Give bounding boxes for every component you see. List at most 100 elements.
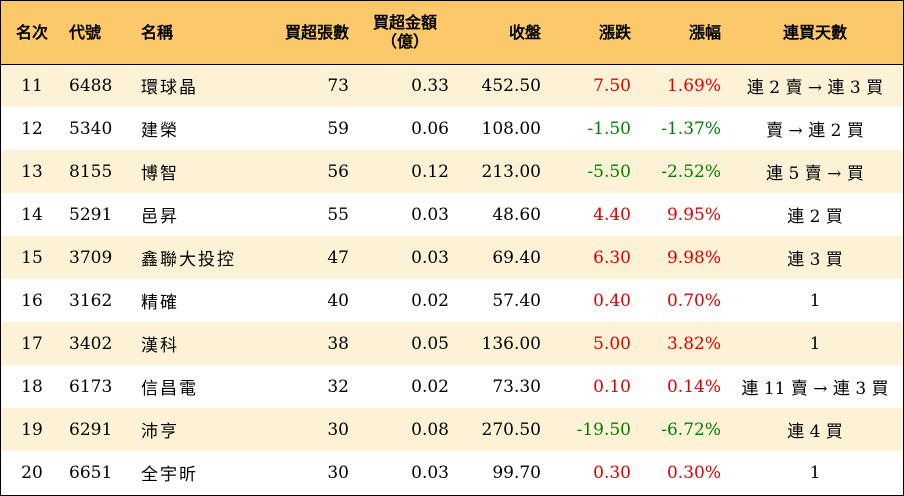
cell-close: 57.40 [492, 290, 541, 311]
cell-consecutive-days: 連 2 買 [787, 207, 843, 227]
cell-code: 6488 [69, 75, 113, 96]
cell-rank: 19 [21, 419, 43, 440]
cell-lots: 32 [327, 376, 349, 397]
cell-name: 博智 [141, 164, 179, 184]
cell-amount: 0.02 [411, 290, 449, 311]
cell-change: 6.30 [593, 247, 631, 268]
cell-rank: 17 [21, 333, 43, 354]
cell-code: 5340 [69, 118, 113, 139]
cell-lots: 30 [327, 419, 349, 440]
header-net-buy-amount: 買超金額 （億） [355, 1, 455, 65]
cell-change-pct: 0.14% [666, 376, 721, 397]
cell-change-pct: -1.37% [661, 118, 721, 139]
cell-amount: 0.06 [411, 118, 449, 139]
table-row: 15 3709 鑫聯大投控 47 0.03 69.40 6.30 9.98% 連… [1, 236, 903, 279]
table-row: 13 8155 博智 56 0.12 213.00 -5.50 -2.52% 連… [1, 150, 903, 193]
cell-change: 5.00 [593, 333, 631, 354]
cell-amount: 0.03 [411, 462, 449, 483]
cell-lots: 73 [327, 75, 349, 96]
table-header-row: 名次 代號 名稱 買超張數 買超金額 （億） 收盤 漲跌 漲幅 連買天數 [1, 1, 903, 65]
cell-code: 3162 [69, 290, 113, 311]
cell-change: 0.30 [593, 462, 631, 483]
cell-code: 6291 [69, 419, 113, 440]
cell-consecutive-days: 連 3 買 [787, 250, 843, 270]
cell-name: 環球晶 [141, 78, 198, 99]
cell-consecutive-days: 賣 → 連 2 買 [766, 121, 864, 141]
cell-name: 鑫聯大投控 [141, 250, 236, 270]
cell-change-pct: 3.82% [666, 333, 721, 354]
cell-rank: 18 [21, 376, 43, 397]
cell-change-pct: 0.30% [666, 462, 721, 483]
cell-close: 452.50 [481, 75, 541, 96]
header-net-buy-amount-line1: 買超金額 [372, 13, 437, 33]
cell-code: 3709 [69, 247, 113, 268]
cell-consecutive-days: 連 11 賣 → 連 3 買 [741, 379, 889, 399]
cell-consecutive-days: 連 2 賣 → 連 3 買 [746, 78, 884, 99]
cell-change: -1.50 [587, 118, 631, 139]
cell-amount: 0.03 [411, 204, 449, 225]
cell-lots: 38 [327, 333, 349, 354]
header-close: 收盤 [455, 1, 547, 65]
cell-lots: 30 [327, 462, 349, 483]
cell-rank: 13 [21, 161, 43, 182]
cell-name: 全宇昕 [141, 465, 198, 485]
cell-code: 3402 [69, 333, 113, 354]
header-net-buy-lots: 買超張數 [255, 1, 355, 65]
cell-change: -5.50 [587, 161, 631, 182]
cell-code: 8155 [69, 161, 113, 182]
cell-code: 5291 [69, 204, 113, 225]
cell-rank: 12 [21, 118, 43, 139]
cell-rank: 15 [21, 247, 43, 268]
cell-change: 7.50 [593, 75, 631, 96]
cell-rank: 14 [21, 204, 43, 225]
table-row: 11 6488 環球晶 73 0.33 452.50 7.50 1.69% 連 … [1, 64, 903, 107]
header-consecutive-days: 連買天數 [727, 1, 903, 65]
cell-close: 213.00 [481, 161, 541, 182]
cell-name: 邑昇 [141, 207, 179, 227]
cell-consecutive-days: 1 [809, 333, 821, 354]
cell-rank: 20 [21, 462, 43, 483]
cell-amount: 0.33 [411, 75, 449, 96]
cell-name: 漢科 [141, 336, 179, 356]
cell-close: 69.40 [492, 247, 541, 268]
cell-name: 建榮 [141, 121, 179, 141]
cell-lots: 40 [327, 290, 349, 311]
cell-change: 0.40 [593, 290, 631, 311]
cell-name: 沛亨 [141, 422, 179, 442]
header-change-pct: 漲幅 [637, 1, 727, 65]
cell-change-pct: -6.72% [661, 419, 721, 440]
cell-code: 6651 [69, 462, 113, 483]
cell-amount: 0.08 [411, 419, 449, 440]
cell-change-pct: -2.52% [661, 161, 721, 182]
cell-change-pct: 9.95% [666, 204, 721, 225]
cell-close: 136.00 [481, 333, 541, 354]
cell-change: 4.40 [593, 204, 631, 225]
cell-lots: 59 [327, 118, 349, 139]
cell-amount: 0.02 [411, 376, 449, 397]
cell-lots: 55 [327, 204, 349, 225]
cell-change-pct: 0.70% [666, 290, 721, 311]
header-name: 名稱 [135, 1, 255, 65]
cell-lots: 47 [327, 247, 349, 268]
cell-rank: 16 [21, 290, 43, 311]
cell-name: 信昌電 [141, 379, 198, 399]
cell-name: 精確 [141, 293, 179, 313]
cell-close: 108.00 [481, 118, 541, 139]
cell-rank: 11 [21, 75, 43, 96]
cell-code: 6173 [69, 376, 113, 397]
table-row: 20 6651 全宇昕 30 0.03 99.70 0.30 0.30% 1 [1, 451, 903, 494]
cell-change-pct: 9.98% [666, 247, 721, 268]
cell-consecutive-days: 1 [809, 290, 821, 311]
cell-close: 73.30 [492, 376, 541, 397]
table-row: 16 3162 精確 40 0.02 57.40 0.40 0.70% 1 [1, 279, 903, 322]
table-row: 12 5340 建榮 59 0.06 108.00 -1.50 -1.37% 賣… [1, 107, 903, 150]
table-row: 17 3402 漢科 38 0.05 136.00 5.00 3.82% 1 [1, 322, 903, 365]
header-change: 漲跌 [547, 1, 637, 65]
cell-close: 99.70 [492, 462, 541, 483]
header-rank: 名次 [1, 1, 63, 65]
cell-lots: 56 [327, 161, 349, 182]
table-row: 19 6291 沛亨 30 0.08 270.50 -19.50 -6.72% … [1, 408, 903, 451]
cell-consecutive-days: 1 [809, 462, 821, 483]
